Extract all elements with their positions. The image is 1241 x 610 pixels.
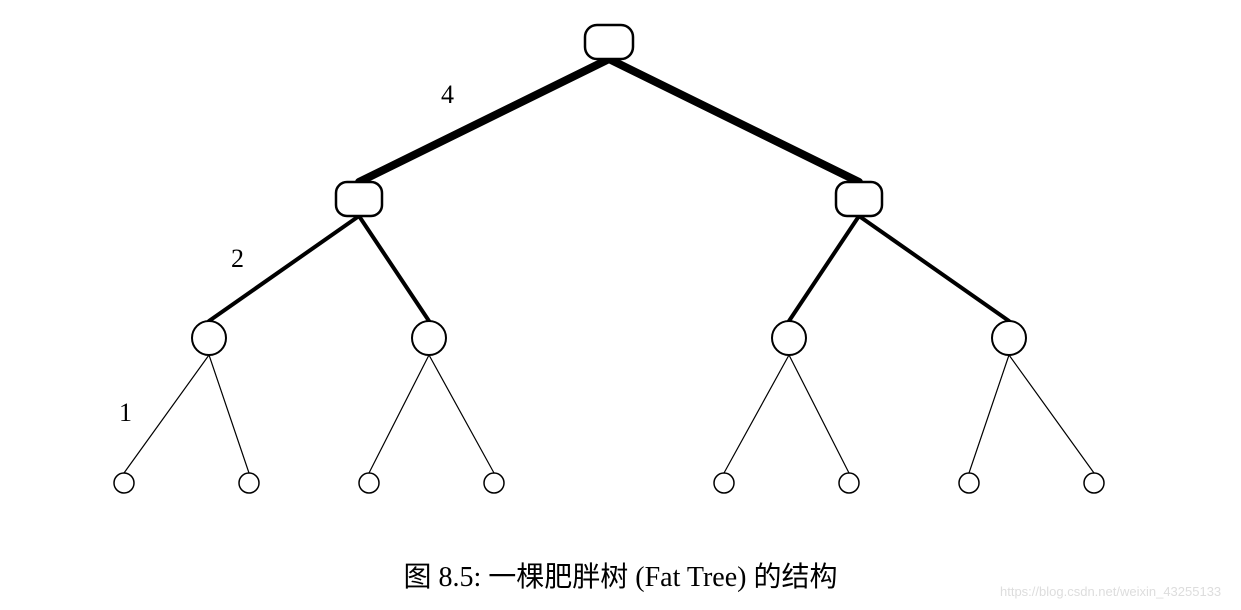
tree-edge — [859, 216, 1009, 321]
tree-node — [114, 473, 134, 493]
tree-edge — [209, 355, 249, 473]
tree-edge — [369, 355, 429, 473]
tree-node — [992, 321, 1026, 355]
tree-node — [484, 473, 504, 493]
tree-edge — [969, 355, 1009, 473]
tree-node — [585, 25, 633, 59]
fat-tree-diagram — [0, 0, 1241, 610]
tree-edge — [724, 355, 789, 473]
tree-node — [714, 473, 734, 493]
tree-edge — [1009, 355, 1094, 473]
tree-node — [359, 473, 379, 493]
tree-edge — [359, 59, 609, 182]
tree-nodes — [114, 25, 1104, 493]
tree-node — [959, 473, 979, 493]
tree-node — [836, 182, 882, 216]
edge-weight-label: 1 — [119, 398, 132, 428]
tree-node — [412, 321, 446, 355]
tree-node — [239, 473, 259, 493]
tree-node — [772, 321, 806, 355]
tree-edge — [359, 216, 429, 321]
tree-edge — [789, 355, 849, 473]
tree-node — [839, 473, 859, 493]
tree-node — [336, 182, 382, 216]
tree-edge — [789, 216, 859, 321]
edge-weight-label: 4 — [441, 80, 454, 110]
tree-edge — [124, 355, 209, 473]
edge-weight-label: 2 — [231, 244, 244, 274]
tree-node — [192, 321, 226, 355]
watermark-text: https://blog.csdn.net/weixin_43255133 — [1000, 584, 1221, 599]
tree-edge — [429, 355, 494, 473]
tree-node — [1084, 473, 1104, 493]
tree-edges — [124, 59, 1094, 473]
tree-edge — [609, 59, 859, 182]
